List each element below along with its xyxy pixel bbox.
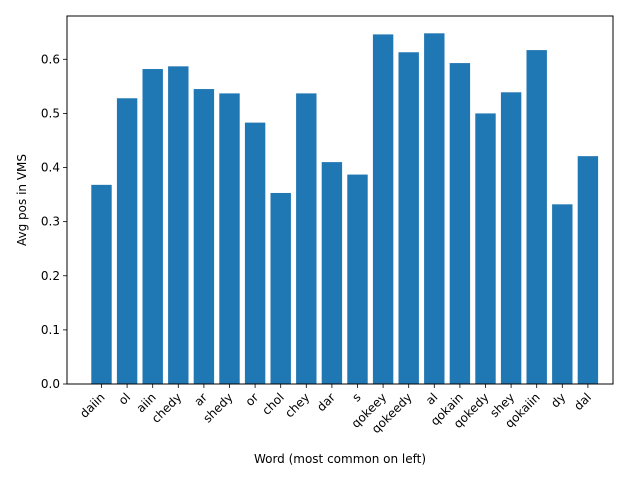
bar-chey [296, 93, 317, 384]
y-tick-label: 0.3 [41, 215, 60, 229]
y-axis-ticks: 0.0 0.1 0.2 0.3 0.4 0.5 0.6 [41, 52, 67, 391]
y-tick-label: 0.1 [41, 323, 60, 337]
bars-group [91, 33, 599, 385]
bar-ar [193, 89, 215, 384]
bar-qokeedy [398, 52, 419, 385]
bar-daiin [91, 184, 112, 384]
y-tick-label: 0.0 [41, 377, 60, 391]
bar-qokedy [475, 113, 496, 384]
bar-ol [116, 98, 138, 385]
bar-dy [552, 204, 573, 384]
bar-qokain [449, 63, 471, 385]
y-axis-label: Avg pos in VMS [15, 154, 29, 246]
bar-s [347, 174, 368, 384]
y-tick-label: 0.6 [41, 52, 60, 66]
plot-frame [66, 15, 614, 385]
bar-qokeey [372, 34, 394, 385]
bar-chedy [168, 66, 189, 385]
bar-al [424, 33, 445, 384]
y-tick-label: 0.2 [41, 269, 60, 283]
y-tick-label: 0.5 [41, 106, 60, 120]
x-axis-label: Word (most common on left) [254, 452, 426, 466]
bar-qokaiin [526, 50, 547, 384]
bar-dal [577, 156, 599, 384]
bar-chol [270, 192, 291, 384]
bar-shedy [219, 93, 240, 384]
bar-shey [500, 92, 522, 385]
bar-or [244, 122, 266, 385]
bar-dar [321, 162, 343, 384]
y-tick-label: 0.4 [41, 161, 60, 175]
bar-aiin [142, 69, 163, 385]
